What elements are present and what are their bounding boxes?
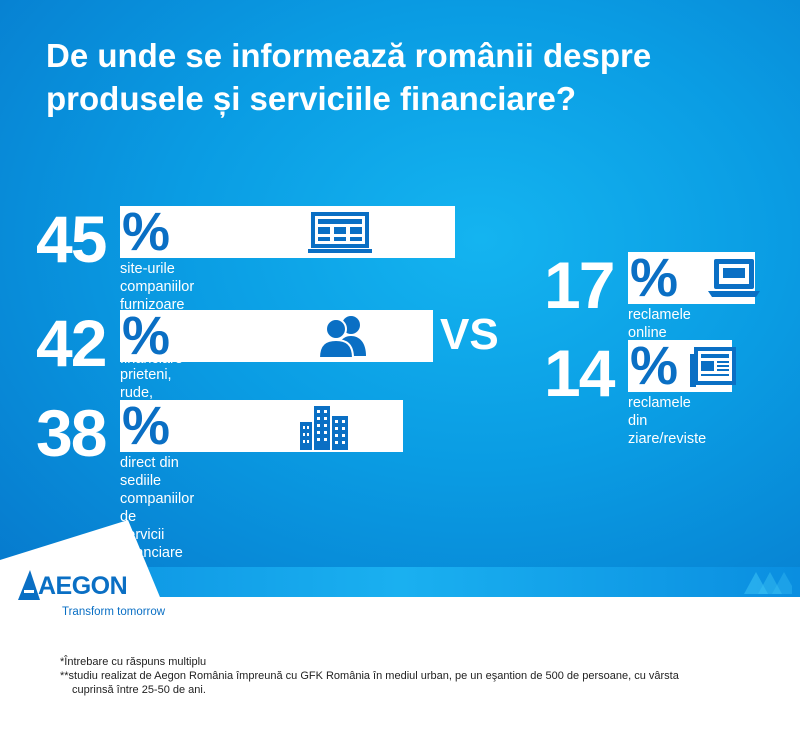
stat-number: 17 <box>544 248 615 322</box>
brand-name: AEGON <box>38 572 128 600</box>
people-icon <box>318 316 366 358</box>
stat-number: 38 <box>36 396 107 470</box>
stat-label: reclamele online <box>628 306 691 342</box>
website-window-icon <box>308 212 372 253</box>
stat-number: 14 <box>544 336 615 410</box>
footnote: cuprinsă între 25-50 de ani. <box>72 684 206 696</box>
newspaper-icon <box>690 347 736 387</box>
stat-label-line: direct din sediile companiilor de <box>120 455 195 525</box>
vs-label: VS <box>440 310 499 359</box>
page-title: De unde se informează românii despre pro… <box>46 37 652 117</box>
stat-number: 42 <box>36 306 107 380</box>
stat-number: 45 <box>36 202 107 276</box>
aegon-logo-icon <box>18 570 40 600</box>
buildings-icon <box>300 406 348 450</box>
stat-bar <box>120 206 455 258</box>
stat-percent-sign: % <box>630 248 679 308</box>
logo-card <box>0 520 162 630</box>
stat-label-line: reclamele din <box>628 395 691 429</box>
stat-percent-sign: % <box>630 336 679 396</box>
stat-label-line: ziare/reviste <box>628 431 707 447</box>
stat-percent-sign: % <box>122 396 171 456</box>
stat-bar <box>120 400 403 452</box>
footnote: **studiu realizat de Aegon România împre… <box>60 670 679 682</box>
stat-percent-sign: % <box>122 202 171 262</box>
brand-tagline: Transform tomorrow <box>62 606 166 618</box>
stat-label-line: reclamele online <box>628 307 691 341</box>
stat-percent-sign: % <box>122 306 171 366</box>
stat-label: reclamele din ziare/reviste <box>628 394 706 448</box>
footnote: *Întrebare cu răspuns multiplu <box>60 656 207 668</box>
stat-bar <box>120 310 433 362</box>
aegon-watermark-icon <box>744 572 792 594</box>
laptop-icon <box>708 259 760 297</box>
